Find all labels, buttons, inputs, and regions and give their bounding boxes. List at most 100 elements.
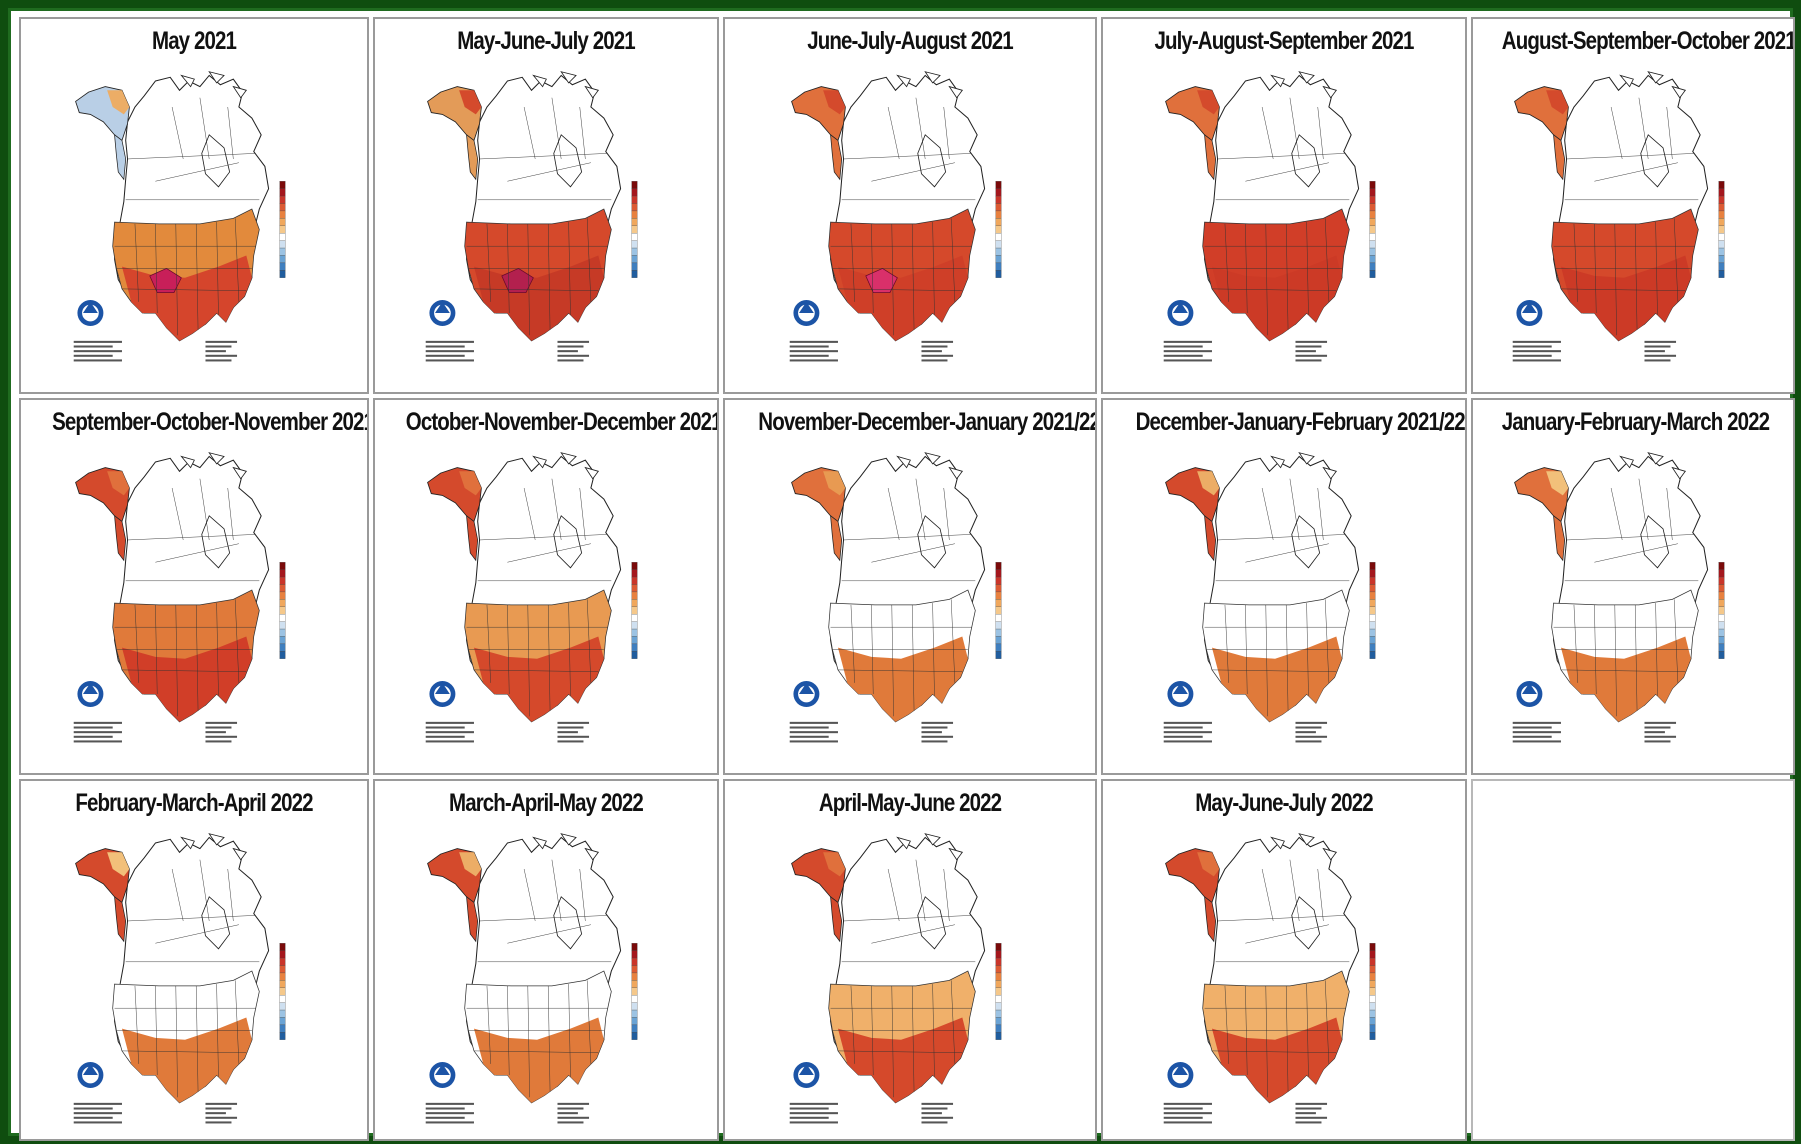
- footnote-line-left: [789, 340, 838, 343]
- footnote-line-right: [205, 350, 226, 353]
- legend-cool-swatch: [631, 255, 638, 264]
- legend-cool-swatch: [1369, 1024, 1376, 1033]
- footnote-line-right: [557, 1112, 578, 1115]
- hudson-bay: [1291, 515, 1321, 569]
- legend-cool-swatch: [995, 1024, 1002, 1033]
- legend-neutral-swatch: [631, 614, 638, 622]
- boundary-line: [551, 97, 562, 160]
- footnote-line-left: [425, 735, 465, 738]
- boundary-line: [227, 106, 234, 159]
- outlook-panel-frame: May 2021 May-June-July 2021 June-July-Augu…: [8, 8, 1795, 1141]
- legend-cool-swatch: [1369, 270, 1376, 278]
- boundary-line: [547, 985, 551, 1092]
- noaa-logo-bird: [798, 301, 814, 314]
- boundary-line: [1614, 223, 1617, 336]
- legend-warm-swatch: [995, 188, 1002, 197]
- legend-cool-swatch: [1369, 262, 1376, 271]
- arctic-island: [924, 452, 941, 465]
- footnote-line-left: [789, 726, 829, 729]
- legend-warm-swatch: [631, 950, 638, 959]
- footnote-line-right: [205, 354, 238, 357]
- boundary-line: [850, 223, 855, 302]
- footnote-line-left: [1163, 1112, 1212, 1115]
- legend-warm-swatch: [631, 188, 638, 197]
- legend-cool-swatch: [279, 247, 286, 256]
- arctic-island: [232, 85, 248, 99]
- legend-cool-swatch: [995, 262, 1002, 271]
- legend-cool-swatch: [279, 1032, 286, 1040]
- boundary-line: [547, 604, 551, 711]
- boundary-line: [1673, 599, 1679, 683]
- boundary-line: [1217, 153, 1346, 160]
- legend-warm-swatch: [995, 943, 1002, 951]
- footnote-line-left: [789, 1116, 829, 1119]
- legend-warm-swatch: [279, 181, 286, 189]
- boundary-line: [1289, 97, 1300, 160]
- probability-legend: [1718, 562, 1725, 659]
- footnote-line-left: [1512, 735, 1552, 738]
- noaa-logo-bird: [434, 1063, 450, 1076]
- hudson-bay: [201, 896, 231, 950]
- arctic-island: [208, 833, 225, 846]
- footnote-line-left: [425, 1112, 474, 1115]
- footnote-line-right: [921, 1121, 948, 1124]
- panel-title: August-September-October 2021: [1501, 27, 1795, 55]
- legend-warm-swatch: [1718, 569, 1725, 578]
- legend-cool-swatch: [279, 643, 286, 652]
- footnote-line-left: [425, 721, 474, 724]
- arctic-island: [1270, 74, 1285, 88]
- footnote-line-right: [557, 1107, 584, 1110]
- boundary-line: [507, 543, 591, 563]
- boundary-line: [234, 218, 240, 302]
- legend-warm-swatch: [995, 606, 1002, 615]
- footnote-line-right: [205, 1116, 238, 1119]
- map-footnote-marks: [1512, 340, 1677, 362]
- noaa-logo-bird: [798, 1063, 814, 1076]
- footnote-line-left: [789, 1107, 829, 1110]
- footnote-line-left: [1512, 345, 1552, 348]
- footnote-line-right: [205, 740, 232, 743]
- temperature-outlook-map: [789, 71, 1002, 362]
- footnote-line-left: [425, 731, 474, 734]
- footnote-line-right: [1295, 354, 1328, 357]
- boundary-line: [523, 868, 536, 922]
- temperature-outlook-map: [1163, 71, 1376, 362]
- alaska-tip-region: [823, 852, 846, 877]
- boundary-line: [527, 985, 530, 1098]
- footnote-line-right: [557, 740, 584, 743]
- legend-neutral-swatch: [995, 614, 1002, 622]
- boundary-line: [887, 487, 900, 541]
- arctic-island: [1298, 71, 1315, 84]
- panel-title: February-March-April 2022: [75, 789, 313, 817]
- legend-warm-swatch: [631, 181, 638, 189]
- legend-cool-swatch: [1718, 270, 1725, 278]
- footnote-line-right: [921, 1116, 954, 1119]
- noaa-logo-icon: [77, 300, 104, 327]
- arctic-island: [896, 455, 911, 469]
- footnote-line-left: [1512, 726, 1552, 729]
- boundary-line: [1217, 534, 1346, 541]
- legend-cool-swatch: [631, 628, 638, 637]
- boundary-line: [547, 223, 551, 330]
- legend-warm-swatch: [1369, 181, 1376, 189]
- boundary-line: [1566, 153, 1695, 160]
- footnote-line-right: [921, 1112, 942, 1115]
- alaska-tip-region: [1197, 852, 1220, 877]
- boundary-line: [586, 980, 592, 1064]
- boundary-line: [1245, 924, 1329, 944]
- map-footnote-marks: [1163, 1102, 1328, 1124]
- alaska-tip-region: [459, 852, 482, 877]
- footnote-line-left: [73, 340, 122, 343]
- legend-cool-swatch: [1718, 643, 1725, 652]
- legend-neutral-swatch: [279, 995, 286, 1003]
- footnote-line-right: [557, 1116, 590, 1119]
- hudson-bay: [201, 515, 231, 569]
- legend-warm-swatch: [631, 195, 638, 204]
- legend-cool-swatch: [1369, 636, 1376, 645]
- footnote-line-left: [73, 350, 122, 353]
- temperature-outlook-map: [1163, 833, 1376, 1124]
- probability-legend: [631, 562, 638, 659]
- legend-cool-swatch: [279, 621, 286, 630]
- boundary-line: [1285, 604, 1289, 711]
- conus-high-probability-region: [1211, 636, 1342, 722]
